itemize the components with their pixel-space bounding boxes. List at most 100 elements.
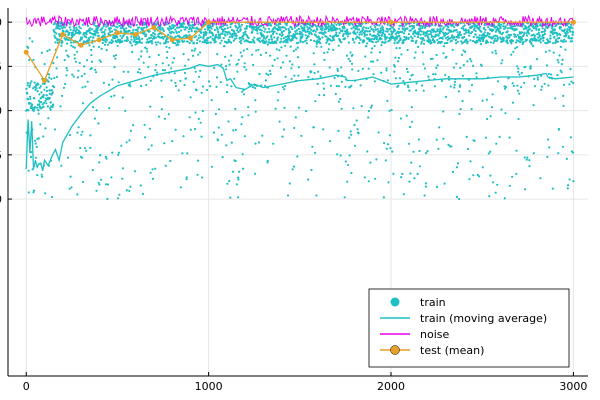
train-point (308, 32, 311, 35)
train-point (190, 29, 193, 33)
train-point (548, 49, 551, 52)
train-point (426, 30, 429, 33)
train-point (532, 45, 535, 48)
train-point (488, 195, 491, 198)
train-point (356, 31, 359, 34)
train-point (193, 67, 196, 70)
train-point (95, 109, 98, 112)
train-point (449, 85, 452, 88)
train-point (530, 43, 533, 46)
train-point (416, 172, 419, 176)
y-tick-label-4: 0.0 (0, 193, 2, 206)
train-point (138, 36, 141, 39)
train-point (196, 38, 199, 42)
train-point (451, 48, 454, 52)
train-point (247, 114, 250, 117)
train-point (132, 40, 135, 43)
train-point (569, 30, 572, 33)
train-point (464, 50, 467, 54)
train-point (53, 85, 56, 89)
train-point (369, 25, 372, 28)
train-point (273, 30, 276, 33)
train-point (362, 26, 365, 29)
train-point (128, 83, 131, 86)
train-point (65, 49, 68, 52)
train-point (470, 83, 474, 87)
train-point (216, 139, 219, 142)
train-point (138, 68, 141, 71)
train-point (472, 28, 476, 31)
train-point (276, 57, 279, 60)
train-point (154, 41, 157, 44)
train-point (532, 152, 535, 155)
train-point (94, 34, 97, 37)
train-point (401, 30, 404, 34)
train-point (33, 86, 36, 89)
train-point (214, 40, 217, 43)
train-point (165, 56, 169, 59)
train-point (368, 30, 371, 33)
train-point (397, 27, 401, 30)
train-point (562, 104, 565, 107)
train-point (443, 34, 447, 37)
train-point (393, 65, 396, 68)
train-point (480, 30, 483, 33)
train-point (73, 57, 76, 60)
train-point (44, 99, 47, 102)
train-point (113, 94, 116, 97)
train-point (267, 24, 270, 27)
train-point (142, 32, 145, 36)
train-point (74, 60, 78, 63)
train-point (563, 38, 566, 41)
y-tick-label-0: .0 (0, 16, 2, 29)
train-point (430, 31, 433, 34)
train-point (392, 172, 395, 175)
train-point (531, 38, 535, 41)
train-point (120, 36, 124, 40)
train-point (214, 112, 217, 116)
train-point (447, 32, 450, 35)
train-point (220, 63, 223, 66)
train-point (230, 85, 233, 88)
train-point (390, 30, 393, 33)
train-point (481, 99, 484, 102)
train-point (240, 23, 244, 26)
train-point (174, 28, 177, 31)
train-point (419, 27, 422, 30)
train-point (109, 27, 112, 30)
train-point (253, 172, 257, 175)
train-point (285, 24, 288, 27)
train-point (151, 177, 155, 180)
train-point (79, 27, 82, 30)
train-point (134, 170, 137, 173)
train-point (182, 35, 186, 38)
train-point (79, 146, 82, 150)
train-point (72, 75, 75, 78)
train-point (301, 41, 304, 44)
train-point (56, 56, 59, 59)
train-point (351, 23, 354, 26)
train-point (461, 99, 464, 103)
train-point (267, 27, 271, 30)
train-point (410, 161, 413, 164)
train-point (457, 90, 460, 93)
train-point (183, 40, 186, 43)
train-point (105, 38, 109, 42)
train-point (536, 25, 539, 28)
train-point (305, 110, 308, 113)
train-point (419, 33, 422, 36)
train-point (239, 51, 242, 54)
train-point (344, 85, 347, 88)
train-point (475, 76, 478, 79)
train-point (520, 31, 524, 34)
train-point (394, 56, 397, 59)
train-point (533, 77, 536, 80)
train-point (45, 89, 49, 93)
train-point (468, 34, 471, 37)
train-point (254, 87, 257, 90)
train-point (270, 34, 273, 37)
train-point (53, 76, 56, 80)
train-point (248, 82, 251, 86)
train-point (219, 42, 222, 45)
train-point (121, 167, 124, 170)
